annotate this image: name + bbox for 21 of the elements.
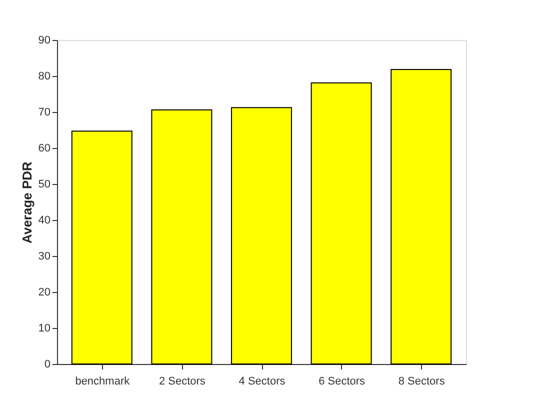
y-tick-label: 40 <box>38 214 50 226</box>
y-tick-label: 80 <box>38 70 50 82</box>
x-tick-label: benchmark <box>75 376 130 388</box>
y-tick-label: 70 <box>38 106 50 118</box>
y-tick-label: 90 <box>38 34 50 46</box>
y-tick-label: 0 <box>44 358 50 370</box>
x-tick-label: 4 Sectors <box>238 376 286 388</box>
y-tick-label: 60 <box>38 142 50 154</box>
y-tick-label: 30 <box>38 250 50 262</box>
bar <box>151 109 212 364</box>
x-tick-label: 8 Sectors <box>398 376 446 388</box>
x-tick-label: 6 Sectors <box>318 376 366 388</box>
y-tick-label: 20 <box>38 286 50 298</box>
bar <box>310 82 372 364</box>
y-tick-label: 10 <box>38 322 50 334</box>
bar <box>231 107 292 364</box>
bar <box>390 69 452 364</box>
bar <box>71 130 132 364</box>
y-tick-label: 50 <box>38 178 50 190</box>
x-tick-label: 2 Sectors <box>158 376 206 388</box>
y-axis-title: Average PDR <box>19 160 34 244</box>
